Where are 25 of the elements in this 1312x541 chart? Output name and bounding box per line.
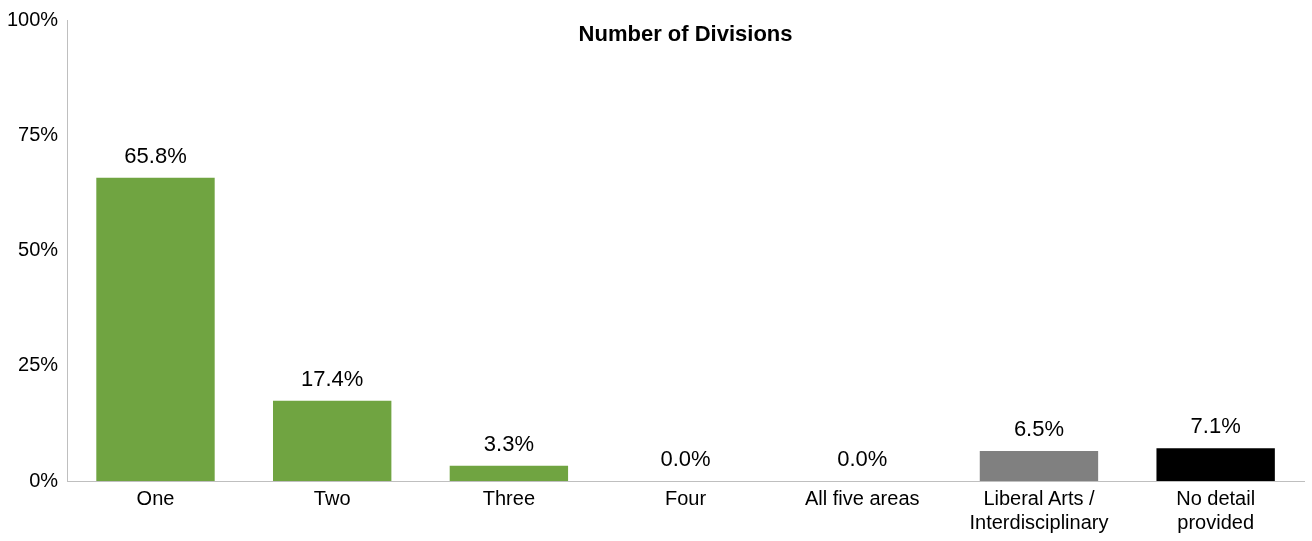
- chart-title: Number of Divisions: [578, 21, 793, 47]
- x-tick-label: Two: [313, 486, 351, 509]
- bar: [273, 400, 392, 481]
- bar: [449, 465, 569, 481]
- x-tick-label: All five areas: [805, 486, 920, 509]
- x-tick-label: No detail provided: [1176, 486, 1256, 533]
- y-tick-label: 25%: [18, 353, 59, 376]
- x-tick-label: Four: [665, 486, 707, 509]
- y-tick-label: 100%: [7, 7, 59, 30]
- y-tick-label: 0%: [29, 468, 59, 491]
- data-label: 7.1%: [1190, 413, 1241, 439]
- data-label: 65.8%: [124, 142, 187, 168]
- y-tick-label: 50%: [18, 238, 59, 261]
- data-label: 6.5%: [1013, 416, 1065, 442]
- data-label: 0.0%: [837, 446, 888, 472]
- data-label: 3.3%: [483, 430, 534, 456]
- x-tick-label: Liberal Arts / Interdisciplinary: [969, 486, 1109, 533]
- data-label: 17.4%: [301, 365, 364, 391]
- data-label: 0.0%: [660, 446, 711, 472]
- y-tick-label: 75%: [18, 122, 59, 145]
- bar: [96, 177, 215, 481]
- bar: [1156, 448, 1275, 481]
- x-tick-label: Three: [482, 486, 536, 509]
- bar: [979, 451, 1099, 481]
- x-tick-label: One: [136, 486, 175, 509]
